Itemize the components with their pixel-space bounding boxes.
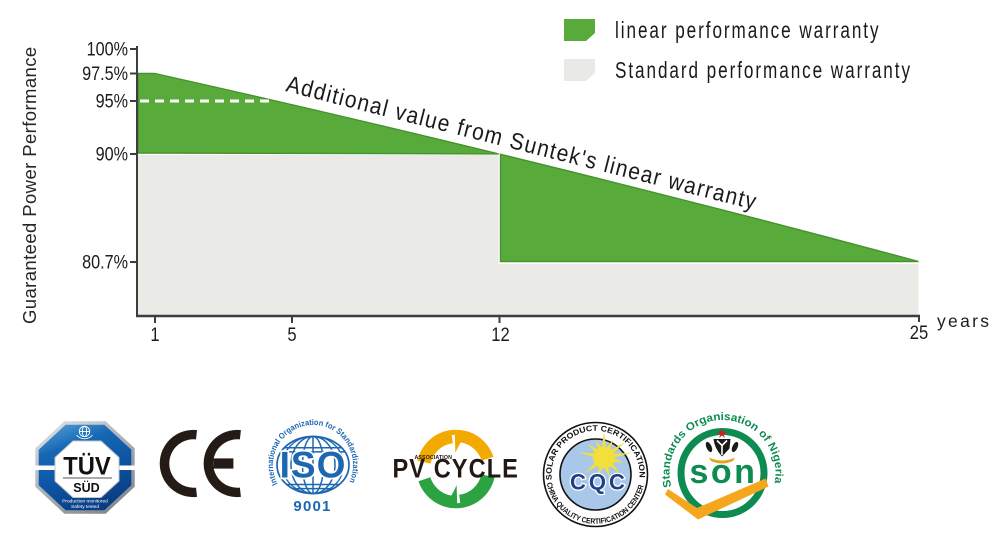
svg-text:Production monitored: Production monitored xyxy=(62,499,108,505)
svg-text:9001: 9001 xyxy=(293,498,331,515)
svg-text:95%: 95% xyxy=(96,90,128,112)
svg-text:80.7%: 80.7% xyxy=(82,251,128,273)
svg-text:years: years xyxy=(937,311,991,331)
svg-text:Guaranteed Power Performance: Guaranteed Power Performance xyxy=(19,46,40,324)
svg-text:100%: 100% xyxy=(87,38,128,60)
svg-text:CQC: CQC xyxy=(570,470,628,495)
svg-text:12: 12 xyxy=(491,324,509,346)
svg-text:PV CYCLE: PV CYCLE xyxy=(393,454,519,484)
svg-text:Safety tested: Safety tested xyxy=(71,504,99,510)
svg-text:ISO: ISO xyxy=(280,444,347,485)
svg-text:5: 5 xyxy=(287,324,296,346)
svg-text:90%: 90% xyxy=(96,143,128,165)
svg-text:ASSOCIATION: ASSOCIATION xyxy=(415,455,453,461)
svg-text:1: 1 xyxy=(150,324,159,346)
svg-text:linear performance warranty: linear performance warranty xyxy=(615,19,880,44)
svg-text:Standard performance warranty: Standard performance warranty xyxy=(615,59,912,84)
svg-text:son: son xyxy=(690,453,758,491)
svg-text:SÜD: SÜD xyxy=(73,480,99,495)
svg-text:TÜV: TÜV xyxy=(63,453,111,481)
svg-text:25: 25 xyxy=(910,322,928,344)
svg-text:97.5%: 97.5% xyxy=(82,63,128,85)
